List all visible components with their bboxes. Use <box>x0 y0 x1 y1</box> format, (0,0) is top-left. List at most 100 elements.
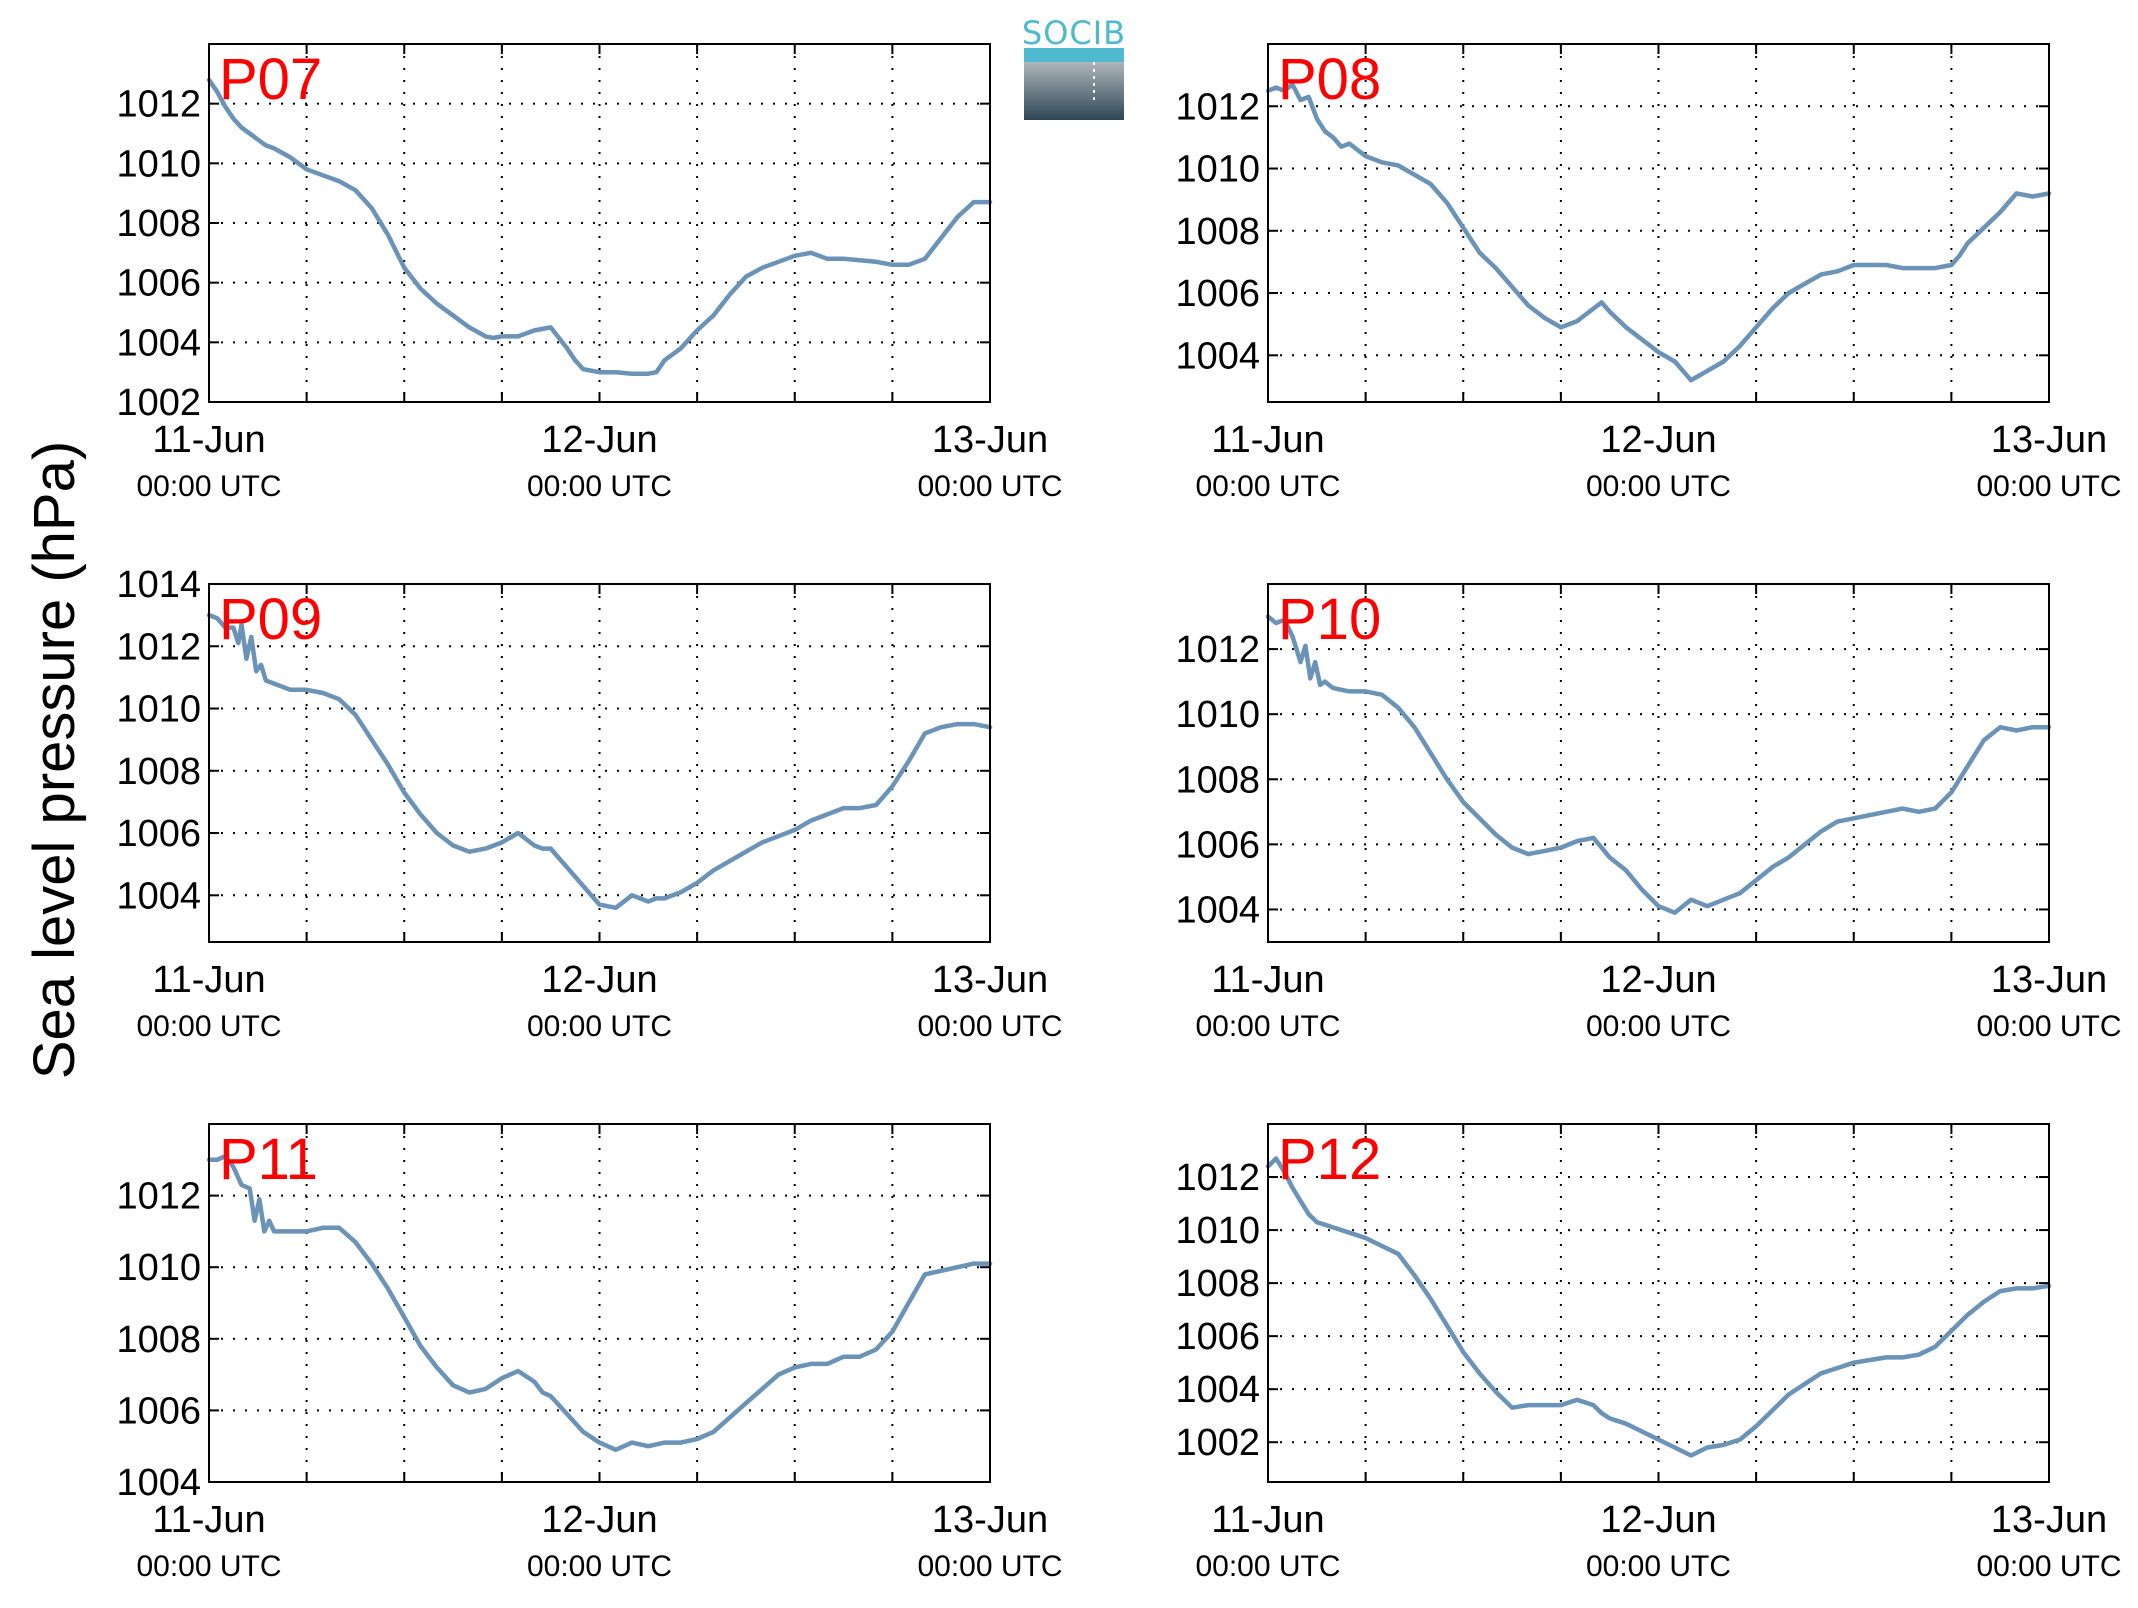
series-line <box>206 1153 993 1453</box>
x-tick-label: 12-Jun <box>1600 1499 1716 1541</box>
plot-frame <box>1267 43 2050 403</box>
x-tick-label: 11-Jun <box>152 959 265 1001</box>
panel-p11: 1004 1006 1008 1010 1012 11-Jun 00:00 UTC 12-Ju… <box>116 1123 1063 1583</box>
panel-p07: 1002 1004 1006 1008 1010 1012 11-Jun 00:00 UTC 1… <box>116 43 1063 503</box>
x-tick-label: 13-Jun <box>932 1499 1048 1541</box>
x-tick-sublabel: 00:00 UTC <box>1586 470 1731 503</box>
panel-p10: 1004 1006 1008 1010 1012 11-Jun 00:00 UTC 12-Ju… <box>1175 583 2122 1043</box>
x-tick-sublabel: 00:00 UTC <box>917 1010 1062 1043</box>
y-tick-label: 1010 <box>116 689 201 731</box>
y-tick-label: 1004 <box>116 322 201 364</box>
y-tick-label: 1010 <box>1175 149 1260 191</box>
y-tick-label: 1004 <box>116 1462 201 1504</box>
y-tick-label: 1002 <box>116 382 201 424</box>
y-tick-label: 1006 <box>1175 273 1260 315</box>
socib-logo: SOCIB <box>1022 14 1126 120</box>
y-tick-label: 1010 <box>116 1247 201 1289</box>
panel-label: P12 <box>1278 1127 1381 1192</box>
x-tick-label: 12-Jun <box>1600 419 1716 461</box>
y-tick-label: 1010 <box>1175 694 1260 736</box>
y-tick-label: 1012 <box>1175 629 1260 671</box>
x-tick-sublabel: 00:00 UTC <box>136 1550 281 1583</box>
x-tick-label: 13-Jun <box>1991 959 2107 1001</box>
y-tick-label: 1008 <box>116 751 201 793</box>
y-tick-label: 1008 <box>116 203 201 245</box>
x-tick-sublabel: 00:00 UTC <box>527 1010 672 1043</box>
panel-label: P08 <box>1278 47 1381 112</box>
y-tick-label: 1008 <box>116 1319 201 1361</box>
y-tick-label: 1010 <box>116 143 201 185</box>
y-tick-label: 1004 <box>116 875 201 917</box>
x-tick-sublabel: 00:00 UTC <box>1586 1550 1731 1583</box>
x-tick-sublabel: 00:00 UTC <box>1976 1550 2121 1583</box>
x-tick-sublabel: 00:00 UTC <box>1195 1550 1340 1583</box>
logo-text: SOCIB <box>1022 14 1126 52</box>
x-tick-label: 11-Jun <box>1211 419 1324 461</box>
x-tick-sublabel: 00:00 UTC <box>1586 1010 1731 1043</box>
panel-p12: 1002 1004 1006 1008 1010 1012 11-Jun 00:00 UTC 1… <box>1175 1123 2122 1583</box>
series-line <box>206 612 993 911</box>
plot-frame <box>208 43 991 403</box>
y-tick-label: 1006 <box>116 1390 201 1432</box>
logo-wave-band <box>1024 48 1124 62</box>
plot-frame <box>208 1123 991 1483</box>
plot-frame <box>1267 1123 2050 1483</box>
x-tick-label: 11-Jun <box>1211 959 1324 1001</box>
y-tick-label: 1012 <box>1175 1157 1260 1199</box>
panel-p09: 1004 1006 1008 1010 1012 1014 11-Jun 00:00 UTC 1… <box>116 564 1062 1043</box>
y-tick-label: 1002 <box>1175 1422 1260 1464</box>
x-tick-sublabel: 00:00 UTC <box>1976 470 2121 503</box>
plot-frame <box>208 583 991 943</box>
x-tick-sublabel: 00:00 UTC <box>1195 1010 1340 1043</box>
y-tick-label: 1004 <box>1175 1369 1260 1411</box>
y-tick-label: 1008 <box>1175 759 1260 801</box>
y-tick-label: 1014 <box>116 564 201 606</box>
series-line <box>1265 614 2052 915</box>
y-axis-label: Sea level pressure (hPa) <box>22 441 87 1079</box>
y-tick-label: 1012 <box>116 1176 201 1218</box>
y-tick-label: 1006 <box>1175 1316 1260 1358</box>
series-line <box>1265 82 2052 383</box>
series-line <box>1265 1156 2052 1458</box>
y-tick-label: 1010 <box>1175 1210 1260 1252</box>
x-tick-label: 11-Jun <box>152 419 265 461</box>
y-tick-label: 1006 <box>116 813 201 855</box>
panel-label: P11 <box>219 1127 318 1192</box>
x-tick-label: 11-Jun <box>152 1499 265 1541</box>
series-line <box>206 77 993 376</box>
x-tick-label: 11-Jun <box>1211 1499 1324 1541</box>
x-tick-sublabel: 00:00 UTC <box>136 1010 281 1043</box>
y-tick-label: 1006 <box>1175 824 1260 866</box>
x-tick-label: 13-Jun <box>932 419 1048 461</box>
y-tick-label: 1012 <box>116 626 201 668</box>
x-tick-label: 12-Jun <box>541 1499 657 1541</box>
y-tick-label: 1012 <box>1175 86 1260 128</box>
y-tick-label: 1008 <box>1175 1263 1260 1305</box>
y-tick-label: 1004 <box>1175 335 1260 377</box>
plot-frame <box>1267 583 2050 943</box>
y-tick-label: 1004 <box>1175 889 1260 931</box>
logo-block <box>1024 62 1124 120</box>
x-tick-sublabel: 00:00 UTC <box>917 470 1062 503</box>
y-tick-label: 1012 <box>116 84 201 126</box>
x-tick-sublabel: 00:00 UTC <box>917 1550 1062 1583</box>
x-tick-label: 12-Jun <box>541 419 657 461</box>
x-tick-sublabel: 00:00 UTC <box>527 470 672 503</box>
x-tick-sublabel: 00:00 UTC <box>1195 470 1340 503</box>
x-tick-sublabel: 00:00 UTC <box>136 470 281 503</box>
panel-label: P10 <box>1278 587 1381 652</box>
panel-label: P07 <box>219 47 322 112</box>
x-tick-label: 13-Jun <box>1991 419 2107 461</box>
panel-p08: 1004 1006 1008 1010 1012 11-Jun 00:00 UTC 12-Ju… <box>1175 43 2122 503</box>
y-tick-label: 1008 <box>1175 211 1260 253</box>
x-tick-sublabel: 00:00 UTC <box>527 1550 672 1583</box>
x-tick-label: 13-Jun <box>1991 1499 2107 1541</box>
x-tick-label: 12-Jun <box>1600 959 1716 1001</box>
x-tick-label: 13-Jun <box>932 959 1048 1001</box>
y-tick-label: 1006 <box>116 263 201 305</box>
x-tick-label: 12-Jun <box>541 959 657 1001</box>
panel-label: P09 <box>219 587 322 652</box>
x-tick-sublabel: 00:00 UTC <box>1976 1010 2121 1043</box>
